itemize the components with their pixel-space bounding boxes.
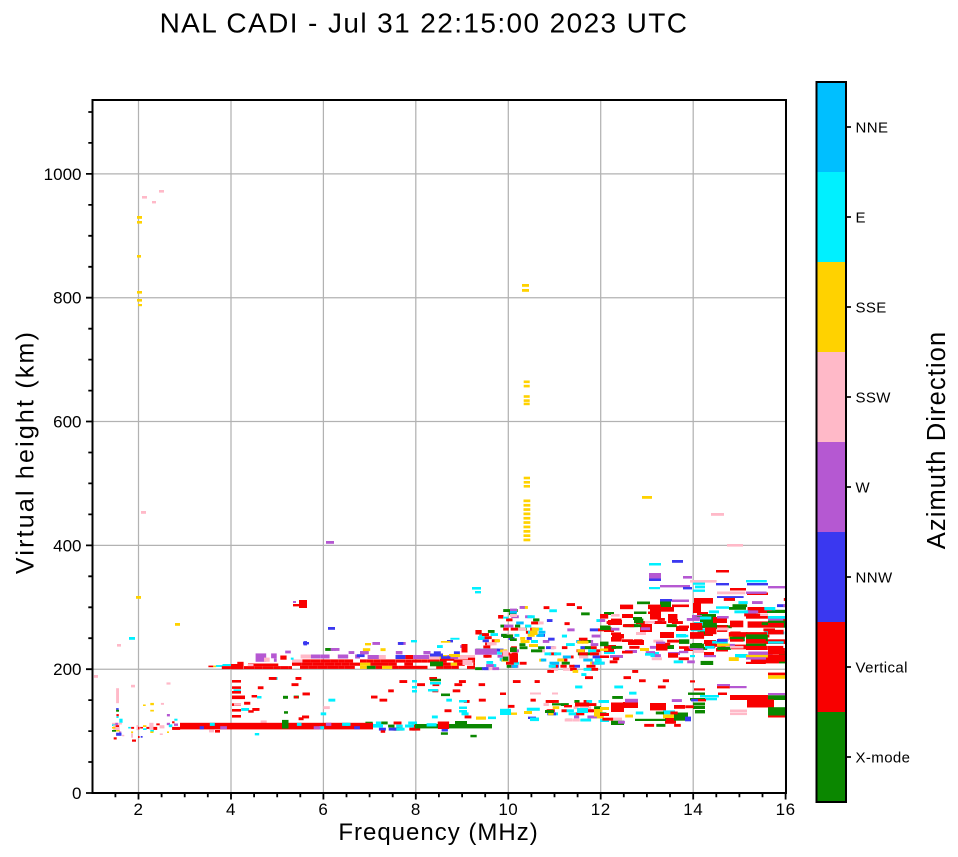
- svg-text:Frequency (MHz): Frequency (MHz): [338, 819, 538, 846]
- svg-text:Azimuth Direction: Azimuth Direction: [923, 331, 951, 550]
- svg-text:2: 2: [134, 800, 144, 819]
- svg-text:10: 10: [498, 800, 518, 819]
- svg-text:14: 14: [683, 800, 703, 819]
- svg-text:0: 0: [72, 784, 81, 803]
- svg-text:X-mode: X-mode: [856, 749, 911, 766]
- svg-text:Vertical: Vertical: [856, 659, 908, 676]
- svg-text:SSE: SSE: [856, 299, 887, 316]
- svg-text:600: 600: [53, 413, 81, 432]
- svg-text:Virtual height (km): Virtual height (km): [12, 330, 40, 574]
- svg-text:8: 8: [411, 800, 421, 819]
- svg-text:200: 200: [53, 660, 81, 679]
- svg-text:NNE: NNE: [856, 119, 889, 136]
- svg-text:4: 4: [226, 800, 236, 819]
- svg-text:NAL CADI - Jul 31 22:15:00 202: NAL CADI - Jul 31 22:15:00 2023 UTC: [160, 8, 689, 39]
- svg-text:800: 800: [53, 289, 81, 308]
- svg-text:W: W: [856, 479, 871, 496]
- svg-text:400: 400: [53, 536, 81, 555]
- svg-text:1000: 1000: [44, 165, 82, 184]
- svg-text:6: 6: [318, 800, 328, 819]
- svg-text:E: E: [856, 209, 866, 226]
- svg-text:16: 16: [776, 800, 796, 819]
- svg-text:12: 12: [591, 800, 611, 819]
- svg-text:SSW: SSW: [856, 389, 892, 406]
- svg-text:NNW: NNW: [856, 569, 893, 586]
